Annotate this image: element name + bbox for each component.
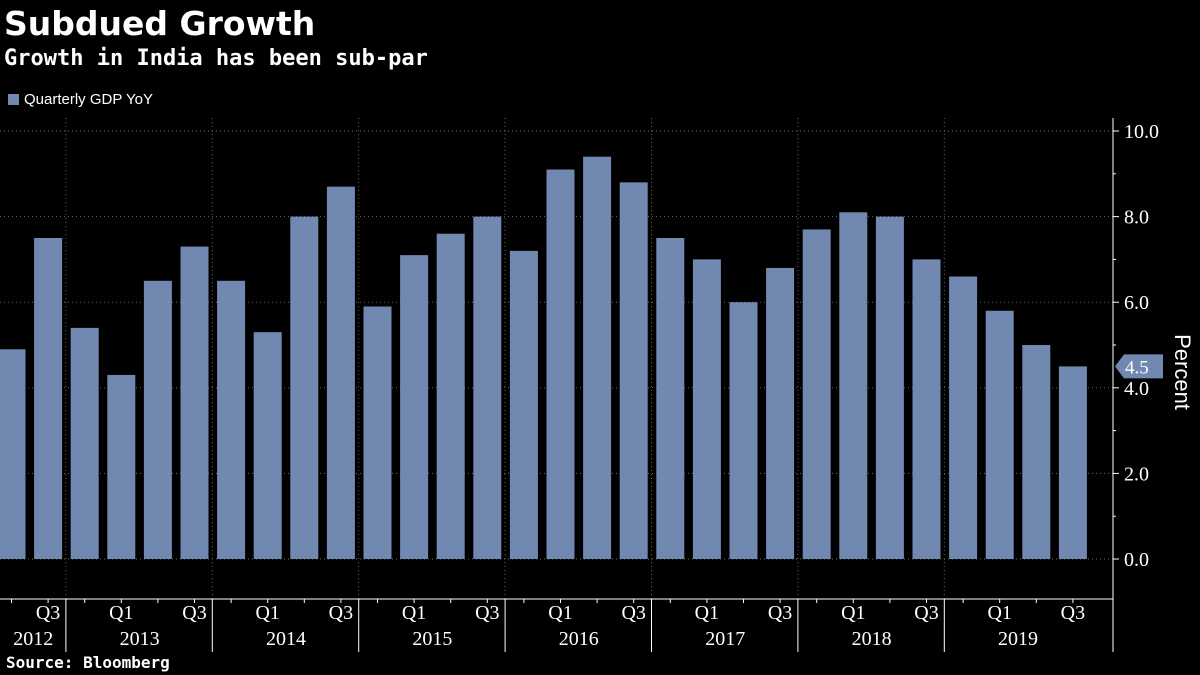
bar <box>583 156 612 559</box>
y-axis-label: Percent <box>1170 334 1195 410</box>
bar <box>253 332 282 559</box>
x-year-label: 2015 <box>412 628 452 650</box>
x-quarter-label: Q1 <box>695 602 719 624</box>
chart-subtitle: Growth in India has been sub-par <box>4 46 428 71</box>
source-note: Source: Bloomberg <box>6 653 170 672</box>
x-year-label: 2017 <box>705 628 745 650</box>
bar <box>1058 366 1087 559</box>
legend-label: Quarterly GDP YoY <box>24 91 153 108</box>
bar <box>546 169 575 559</box>
bar <box>839 212 868 559</box>
bar <box>875 216 904 559</box>
x-year-label: 2013 <box>120 628 160 650</box>
bar <box>766 267 795 559</box>
x-quarter-label: Q3 <box>914 602 938 624</box>
y-tick-label: 2.0 <box>1124 463 1149 485</box>
x-quarter-label: Q1 <box>987 602 1011 624</box>
y-tick-label: 0.0 <box>1124 549 1149 571</box>
x-quarter-label: Q3 <box>768 602 792 624</box>
bar <box>0 349 26 559</box>
bar <box>143 280 172 559</box>
y-tick-label: 10.0 <box>1124 121 1159 143</box>
bar <box>1022 345 1051 559</box>
bar <box>692 259 721 559</box>
x-quarter-label: Q1 <box>109 602 133 624</box>
legend: Quarterly GDP YoY <box>8 91 153 108</box>
x-quarter-label: Q3 <box>1061 602 1085 624</box>
bar <box>912 259 941 559</box>
x-year-label: 2012 <box>13 628 53 650</box>
x-quarter-label: Q1 <box>402 602 426 624</box>
bar <box>400 255 429 559</box>
legend-swatch <box>8 94 19 105</box>
x-quarter-label: Q1 <box>548 602 572 624</box>
bar <box>436 233 465 559</box>
chart-title: Subdued Growth <box>4 4 316 43</box>
last-value-tag <box>1115 354 1163 379</box>
x-quarter-label: Q1 <box>255 602 279 624</box>
bar <box>985 310 1014 559</box>
bar <box>949 276 978 559</box>
x-quarter-label: Q3 <box>36 602 60 624</box>
bar <box>180 246 209 559</box>
x-year-label: 2018 <box>852 628 892 650</box>
bar <box>290 216 319 559</box>
bar <box>473 216 502 559</box>
bar <box>729 302 758 559</box>
x-quarter-label: Q3 <box>621 602 645 624</box>
x-year-label: 2016 <box>559 628 599 650</box>
x-quarter-label: Q3 <box>475 602 499 624</box>
bar <box>217 280 246 559</box>
bar <box>363 306 392 559</box>
x-quarter-label: Q1 <box>841 602 865 624</box>
y-tick-label: 6.0 <box>1124 292 1149 314</box>
last-value-label: 4.5 <box>1125 357 1149 378</box>
x-quarter-label: Q3 <box>182 602 206 624</box>
bar <box>802 229 831 559</box>
bar <box>34 238 63 559</box>
bar <box>509 250 538 559</box>
y-tick-label: 4.0 <box>1124 378 1149 400</box>
x-year-label: 2019 <box>998 628 1038 650</box>
bar <box>107 374 136 559</box>
bar <box>619 182 648 560</box>
x-year-label: 2014 <box>266 628 306 650</box>
bar <box>70 327 99 559</box>
bar <box>326 186 355 559</box>
x-quarter-label: Q3 <box>329 602 353 624</box>
bar <box>656 238 685 559</box>
y-tick-label: 8.0 <box>1124 207 1149 229</box>
